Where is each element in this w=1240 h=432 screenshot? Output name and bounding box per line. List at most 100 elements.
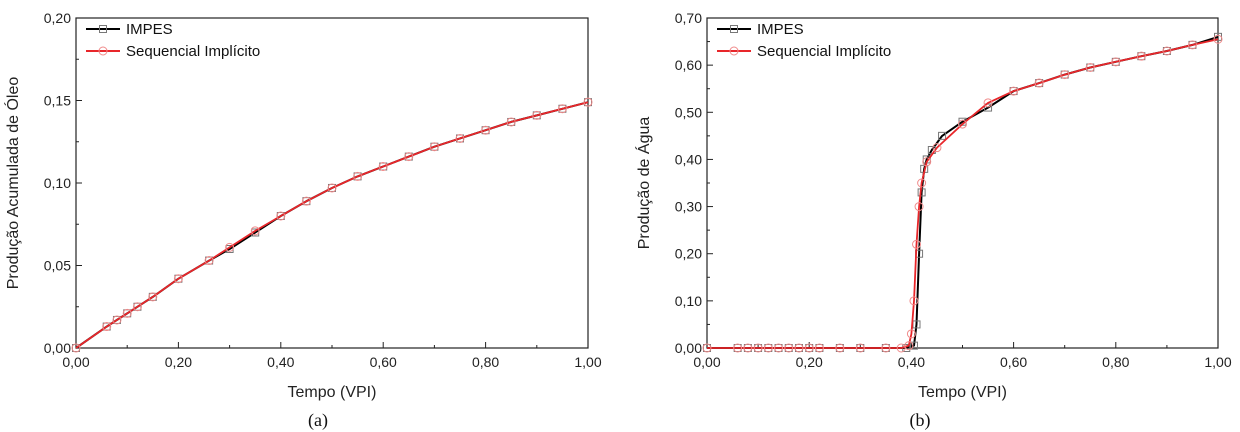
series-line — [75, 101, 589, 349]
data-point — [506, 117, 516, 127]
data-point — [904, 341, 914, 351]
data-point — [733, 343, 743, 353]
x-axis-label: Tempo (VPI) — [918, 384, 1007, 401]
legend-marker — [729, 46, 739, 56]
data-point — [122, 308, 132, 318]
data-point — [804, 343, 814, 353]
y-tick-label: 0,70 — [675, 10, 702, 26]
x-tick-label: 0,40 — [898, 354, 925, 370]
y-tick-label: 0,10 — [675, 293, 702, 309]
data-point — [112, 315, 122, 325]
data-point — [532, 110, 542, 120]
data-point — [906, 329, 916, 339]
y-tick-label: 0,50 — [675, 104, 702, 120]
data-point — [958, 119, 967, 129]
y-tick-label: 0,20 — [44, 10, 71, 26]
data-point — [455, 133, 465, 143]
data-point — [938, 131, 947, 140]
data-point — [1136, 51, 1146, 61]
legend-label: IMPES — [757, 21, 804, 38]
data-point — [1060, 70, 1070, 80]
legend-marker — [99, 25, 107, 33]
data-point — [102, 322, 112, 332]
data-point — [429, 142, 439, 152]
y-tick-label: 0,00 — [44, 340, 71, 356]
data-point — [932, 143, 942, 153]
data-point — [204, 256, 214, 266]
panel-caption: (b) — [910, 410, 931, 431]
data-point — [1111, 57, 1121, 67]
data-point — [855, 343, 865, 353]
y-axis-label: Produção Acumulada de Óleo — [3, 77, 22, 290]
series-sequencial-implicito — [71, 97, 593, 353]
data-point — [225, 242, 235, 252]
series-impes — [703, 32, 1222, 352]
legend-marker — [730, 25, 738, 33]
data-point — [1187, 40, 1197, 50]
y-tick-label: 0,40 — [675, 151, 702, 167]
x-tick-label: 0,80 — [1102, 354, 1129, 370]
data-point — [984, 103, 993, 112]
legend-marker — [98, 46, 108, 56]
data-point — [1009, 86, 1019, 96]
data-point — [743, 343, 753, 353]
y-tick-label: 0,05 — [44, 258, 71, 274]
data-point — [702, 343, 712, 353]
x-tick-label: 0,00 — [693, 354, 720, 370]
data-point — [753, 343, 763, 353]
data-point — [583, 97, 593, 107]
y-tick-label: 0,15 — [44, 93, 71, 109]
data-point — [922, 157, 932, 167]
data-point — [1162, 46, 1172, 56]
data-point — [814, 343, 824, 353]
x-tick-label: 0,40 — [267, 354, 294, 370]
data-point — [794, 343, 804, 353]
x-tick-label: 0,80 — [472, 354, 499, 370]
chart-panel-b: 0,00 0,20 0,40 0,60 0,80 1,00 0,00 0,10 0,20 0,30… — [634, 10, 1232, 431]
y-tick-label: 0,10 — [44, 175, 71, 191]
data-point — [404, 152, 414, 162]
panel-caption: (a) — [308, 410, 328, 431]
data-point — [917, 178, 927, 188]
data-point — [784, 343, 794, 353]
legend: IMPES Sequencial Implícito — [717, 21, 891, 60]
series-impes — [72, 98, 592, 352]
data-point — [983, 98, 993, 108]
data-point — [132, 302, 142, 312]
x-tick-label: 0,60 — [1000, 354, 1027, 370]
y-tick-label: 0,30 — [675, 199, 702, 215]
y-tick-label: 0,00 — [675, 340, 702, 356]
data-point — [914, 202, 924, 212]
legend-label: Sequencial Implícito — [126, 43, 260, 60]
data-point — [1213, 34, 1223, 44]
legend-label: Sequencial Implícito — [757, 43, 891, 60]
data-point — [148, 292, 158, 302]
data-point — [835, 343, 845, 353]
data-point — [301, 196, 311, 206]
data-point — [378, 162, 388, 171]
series-line — [707, 38, 1219, 349]
y-axis-label: Produção de Água — [634, 117, 653, 250]
data-point — [173, 274, 183, 284]
y-tick-label: 0,60 — [675, 57, 702, 73]
data-point — [1085, 63, 1095, 72]
x-tick-label: 1,00 — [1204, 354, 1231, 370]
data-point — [276, 211, 286, 221]
data-point — [909, 341, 918, 350]
data-point — [71, 343, 81, 353]
data-point — [909, 296, 919, 306]
data-point — [353, 171, 363, 181]
x-tick-label: 0,20 — [165, 354, 192, 370]
x-tick-label: 0,20 — [796, 354, 823, 370]
data-point — [912, 239, 922, 249]
data-point — [250, 226, 260, 236]
data-point — [557, 104, 567, 114]
data-point — [481, 125, 491, 135]
plot-frame — [75, 17, 589, 349]
x-tick-label: 0,00 — [62, 354, 89, 370]
data-point — [1034, 78, 1044, 88]
chart-panel-a: 0,00 0,20 0,40 0,60 0,80 1,00 0,00 0,05 0,10 0,15… — [3, 10, 602, 431]
series-line — [75, 101, 589, 349]
x-tick-label: 0,60 — [370, 354, 397, 370]
